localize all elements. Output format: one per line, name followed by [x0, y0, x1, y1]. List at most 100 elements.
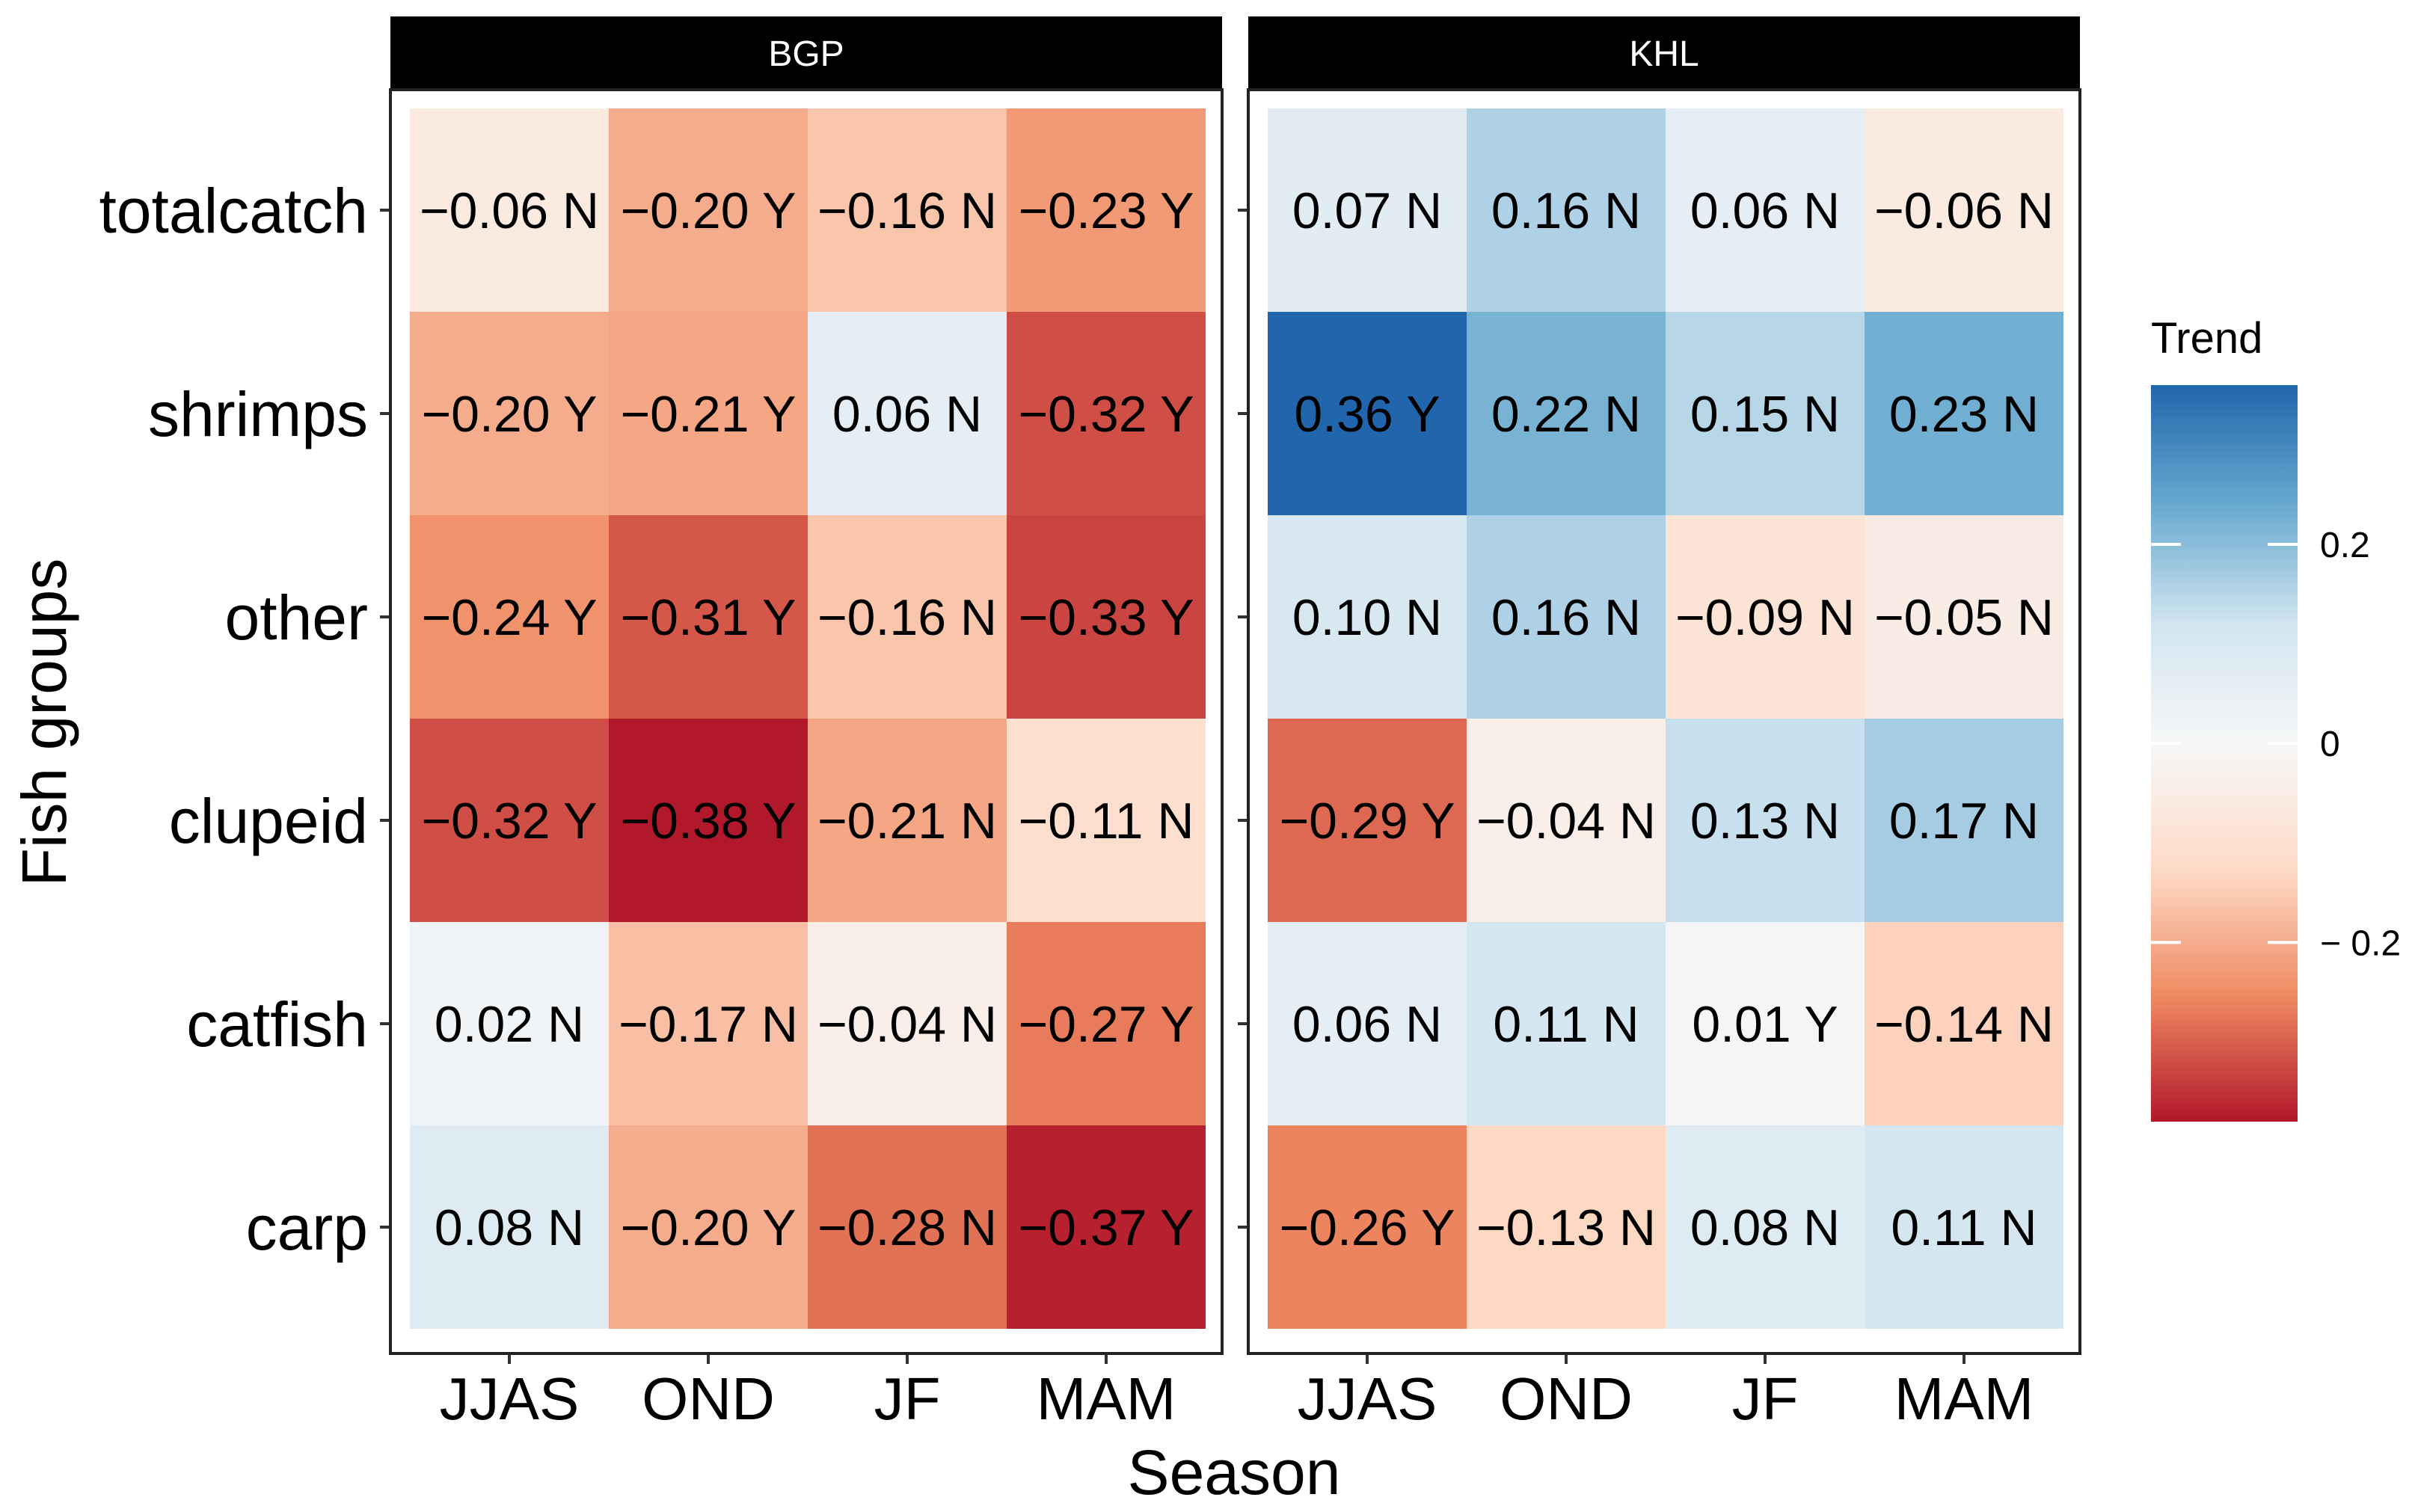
heatmap-cell: [1865, 719, 2063, 922]
x-tick-label: OND: [642, 1365, 775, 1432]
cell-label: −0.06 N: [420, 182, 599, 239]
x-tick-label: MAM: [1037, 1365, 1176, 1432]
cell-label: −0.27 Y: [1018, 996, 1194, 1053]
cell-label: 0.06 N: [832, 386, 982, 443]
heatmap-cell: [1007, 515, 1206, 719]
heatmap-cell: [1666, 1125, 1865, 1329]
cell-label: −0.37 Y: [1018, 1199, 1194, 1256]
cell-label: −0.28 N: [817, 1199, 997, 1256]
cell-label: 0.08 N: [1690, 1199, 1840, 1256]
x-tick-label: JF: [1732, 1365, 1799, 1432]
x-tick-label: JJAS: [440, 1365, 580, 1432]
cell-label: 0.11 N: [1891, 1199, 2037, 1256]
y-tick-label: catfish: [186, 989, 368, 1060]
cell-label: 0.22 N: [1491, 386, 1641, 443]
heatmap-cell: [1666, 312, 1865, 515]
cell-label: −0.29 Y: [1279, 793, 1455, 849]
heatmap-cell: [808, 312, 1007, 515]
heatmap-cell: [808, 922, 1007, 1125]
cell-label: 0.06 N: [1292, 996, 1442, 1053]
heatmap-cell: [1865, 312, 2063, 515]
legend-tick-label: 0.2: [2320, 526, 2370, 565]
heatmap-cell: [1268, 719, 1467, 922]
cell-label: −0.26 Y: [1279, 1199, 1455, 1256]
cell-label: −0.20 Y: [620, 1199, 796, 1256]
heatmap-cell: [1865, 515, 2063, 719]
heatmap-cell: [410, 719, 609, 922]
facet-strip-label: BGP: [768, 34, 844, 74]
heatmap-cell: [1007, 108, 1206, 312]
heatmap-cell: [410, 108, 609, 312]
facet-strip-label: KHL: [1629, 34, 1698, 74]
cell-label: 0.10 N: [1292, 589, 1442, 646]
cell-label: 0.06 N: [1690, 182, 1840, 239]
legend-tick-label: 0: [2320, 725, 2340, 764]
facet-panel-khl: KHL 0.07 N 0.16 N 0.06 N −0.06 N 0.36 Y 0.22 N…: [1238, 16, 2081, 1432]
heatmap-cell: [1666, 515, 1865, 719]
heatmap-cell: [410, 515, 609, 719]
cell-label: 0.08 N: [435, 1199, 584, 1256]
y-tick-label: other: [225, 583, 368, 653]
cell-label: −0.14 N: [1874, 996, 2054, 1053]
heatmap-cell: [1268, 515, 1467, 719]
cell-label: −0.21 N: [817, 793, 997, 849]
cell-label: −0.24 Y: [421, 589, 597, 646]
facet-panel-bgp: BGP−0.06 N −0.20 Y −0.16 N −0.23 Y−0.20 Y −0…: [380, 16, 1224, 1432]
cell-label: −0.09 N: [1675, 589, 1855, 646]
heatmap-cell: [609, 1125, 808, 1329]
cell-label: −0.31 Y: [620, 589, 796, 646]
heatmap-cell: [1007, 312, 1206, 515]
heatmap-cell: [1007, 1125, 1206, 1329]
cell-label: 0.36 Y: [1294, 386, 1440, 443]
y-tick-label: carp: [246, 1193, 368, 1263]
cell-label: −0.21 Y: [620, 386, 796, 443]
x-tick-label: JF: [874, 1365, 941, 1432]
cell-label: −0.32 Y: [1018, 386, 1194, 443]
heatmap-cell: [1865, 108, 2063, 312]
heatmap-cell: [609, 922, 808, 1125]
heatmap-cell: [1007, 922, 1206, 1125]
cell-label: −0.17 N: [619, 996, 798, 1053]
cell-label: 0.13 N: [1690, 793, 1840, 849]
cell-label: 0.01 Y: [1692, 996, 1838, 1053]
heatmap-cell: [1865, 922, 2063, 1125]
heatmap-cell: [410, 312, 609, 515]
facet-strip: [1248, 16, 2080, 90]
heatmap-cell: [808, 108, 1007, 312]
legend-colorbar: [2151, 385, 2298, 1122]
cell-label: −0.04 N: [817, 996, 997, 1053]
cell-label: −0.11 N: [1018, 793, 1194, 849]
cell-label: −0.33 Y: [1018, 589, 1194, 646]
heatmap-cell: [1467, 719, 1666, 922]
y-axis-label: Fish groups: [9, 559, 79, 887]
heatmap-cell: [1666, 108, 1865, 312]
cell-label: −0.05 N: [1874, 589, 2054, 646]
cell-label: −0.32 Y: [421, 793, 597, 849]
y-tick-label: clupeid: [169, 786, 368, 856]
heatmap-cell: [808, 719, 1007, 922]
y-tick-label: totalcatch: [99, 176, 368, 246]
cell-label: −0.38 Y: [620, 793, 796, 849]
cell-label: 0.15 N: [1690, 386, 1840, 443]
cell-label: 0.11 N: [1493, 996, 1639, 1053]
cell-label: 0.16 N: [1491, 589, 1641, 646]
heatmap-cell: [1467, 922, 1666, 1125]
cell-label: −0.20 Y: [421, 386, 597, 443]
y-tick-labels: totalcatch shrimps other clupeid catfish carp: [99, 176, 368, 1263]
x-tick-label: OND: [1500, 1365, 1633, 1432]
cell-label: −0.16 N: [817, 182, 997, 239]
panel-border: [1247, 88, 2081, 1355]
heatmap-cell: [1268, 108, 1467, 312]
heatmap-cell: [808, 515, 1007, 719]
heatmap-cell: [1467, 312, 1666, 515]
heatmap-cell: [1865, 1125, 2063, 1329]
heatmap-cell: [1467, 108, 1666, 312]
heatmap-cell: [1467, 1125, 1666, 1329]
legend-tick-label: − 0.2: [2320, 924, 2401, 963]
heatmap-cell: [808, 1125, 1007, 1329]
x-tick-label: MAM: [1894, 1365, 2034, 1432]
y-tick-label: shrimps: [148, 379, 368, 449]
heatmap-cell: [1268, 312, 1467, 515]
heatmap-cell: [1467, 515, 1666, 719]
